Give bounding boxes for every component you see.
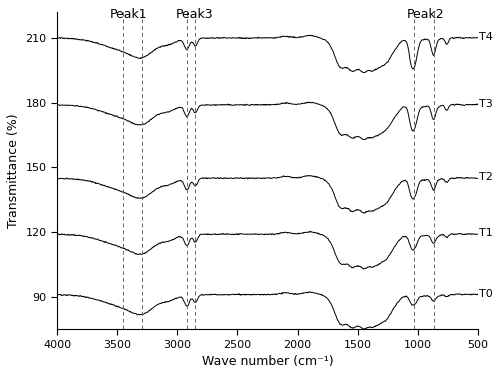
Text: Peak2: Peak2 — [407, 8, 445, 21]
Text: Peak1: Peak1 — [110, 8, 148, 21]
Text: T4: T4 — [480, 32, 493, 42]
X-axis label: Wave number (cm⁻¹): Wave number (cm⁻¹) — [202, 355, 334, 368]
Text: Peak3: Peak3 — [176, 8, 214, 21]
Text: T3: T3 — [480, 99, 493, 109]
Text: T0: T0 — [480, 288, 493, 298]
Text: T2: T2 — [480, 172, 493, 182]
Text: T1: T1 — [480, 228, 493, 238]
Y-axis label: Transmittance (%): Transmittance (%) — [7, 113, 20, 228]
